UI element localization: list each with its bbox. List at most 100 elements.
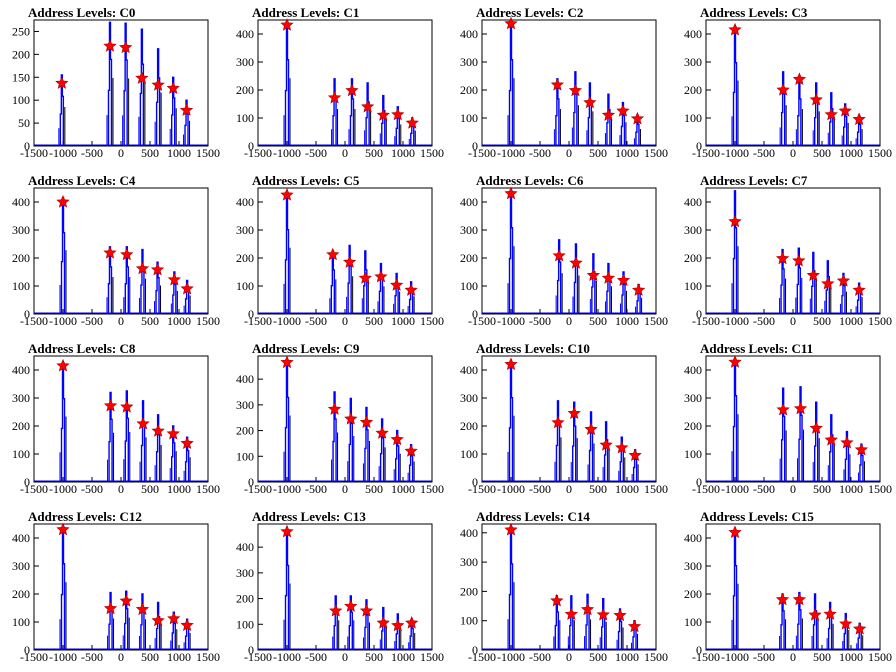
histogram-peak bbox=[508, 526, 514, 650]
chart-title: Address Levels: C10 bbox=[476, 341, 590, 356]
chart-title: Address Levels: C1 bbox=[252, 5, 359, 20]
x-tick-label: -500 bbox=[529, 146, 551, 160]
x-tick-label: -1500 bbox=[468, 482, 496, 496]
histogram-peak bbox=[140, 593, 145, 650]
x-tick-label: 1000 bbox=[839, 482, 863, 496]
histogram-peak bbox=[60, 362, 66, 482]
y-tick-label: 200 bbox=[12, 419, 30, 433]
histogram-peak bbox=[140, 248, 145, 314]
level-marker bbox=[343, 255, 357, 268]
histogram-peak bbox=[364, 406, 369, 482]
level-marker bbox=[616, 273, 631, 287]
histogram-peak bbox=[155, 601, 161, 650]
level-marker bbox=[151, 424, 165, 437]
chart-panel-14: Address Levels: C14 0 100 200 300 400 -1500 -10… bbox=[460, 509, 668, 664]
level-marker bbox=[840, 435, 854, 449]
histogram-peak bbox=[555, 400, 561, 482]
x-tick-label: -500 bbox=[305, 146, 327, 160]
histogram-peak bbox=[606, 262, 611, 314]
x-tick-label: 1500 bbox=[868, 650, 892, 664]
level-marker bbox=[823, 607, 837, 620]
level-marker bbox=[280, 188, 294, 201]
y-tick-label: 200 bbox=[12, 251, 30, 265]
chart-title: Address Levels: C11 bbox=[700, 341, 813, 356]
x-tick-label: 1000 bbox=[167, 314, 191, 328]
level-marker bbox=[775, 251, 790, 265]
x-tick-label: -1500 bbox=[692, 314, 720, 328]
histogram-peak bbox=[124, 590, 129, 650]
x-tick-label: 1000 bbox=[615, 650, 639, 664]
level-marker bbox=[584, 422, 598, 436]
chart-panel-4: Address Levels: C4 0 100 200 300 400 -1500 -100… bbox=[12, 173, 220, 328]
x-tick-label: 0 bbox=[790, 482, 796, 496]
level-marker bbox=[405, 116, 419, 129]
x-tick-label: -500 bbox=[81, 314, 103, 328]
histogram-peak bbox=[780, 387, 786, 482]
level-marker bbox=[344, 599, 358, 612]
y-tick-label: 100 bbox=[12, 279, 30, 293]
x-tick-label: -500 bbox=[529, 650, 551, 664]
level-marker bbox=[376, 108, 390, 121]
histogram-peak bbox=[556, 239, 562, 314]
x-tick-label: -500 bbox=[81, 146, 103, 160]
histogram-peak bbox=[140, 400, 146, 482]
x-tick-label: 1000 bbox=[391, 650, 415, 664]
x-tick-label: -500 bbox=[753, 314, 775, 328]
level-marker bbox=[630, 111, 645, 125]
level-marker bbox=[404, 283, 418, 296]
histogram-peak bbox=[348, 397, 353, 482]
histogram-peak bbox=[107, 21, 113, 146]
x-tick-label: -500 bbox=[753, 650, 775, 664]
x-tick-label: -1500 bbox=[20, 314, 48, 328]
level-marker bbox=[135, 71, 149, 84]
histogram-peak bbox=[363, 250, 368, 314]
chart-title: Address Levels: C8 bbox=[28, 341, 136, 356]
y-tick-label: 200 bbox=[684, 587, 702, 601]
x-tick-label: -1000 bbox=[273, 146, 301, 160]
level-marker bbox=[376, 616, 390, 629]
chart-title: Address Levels: C3 bbox=[700, 5, 808, 20]
histogram-peak bbox=[780, 248, 785, 314]
level-marker bbox=[167, 272, 181, 286]
level-marker bbox=[120, 247, 134, 261]
y-tick-label: 400 bbox=[684, 363, 702, 377]
x-tick-label: 1000 bbox=[839, 314, 863, 328]
x-tick-label: -500 bbox=[753, 146, 775, 160]
histogram-peak bbox=[621, 271, 626, 314]
histogram-peak bbox=[732, 26, 738, 146]
level-marker bbox=[135, 261, 150, 275]
x-tick-label: 500 bbox=[365, 146, 383, 160]
histogram-peak bbox=[60, 197, 66, 314]
x-tick-label: -1000 bbox=[721, 146, 749, 160]
x-tick-label: 1000 bbox=[839, 146, 863, 160]
histogram-peak bbox=[108, 391, 113, 482]
chart-title: Address Levels: C5 bbox=[252, 173, 360, 188]
x-tick-label: 1500 bbox=[420, 314, 444, 328]
histogram-peak bbox=[620, 101, 626, 146]
histogram-peak bbox=[829, 414, 834, 482]
level-marker bbox=[550, 593, 564, 607]
level-marker bbox=[552, 248, 566, 262]
chart-panel-9: Address Levels: C9 0 100 200 300 400 -1500 -100… bbox=[236, 341, 444, 496]
level-marker bbox=[404, 444, 418, 457]
x-tick-label: 1000 bbox=[391, 146, 415, 160]
y-tick-label: 400 bbox=[684, 27, 702, 41]
y-tick-label: 100 bbox=[236, 449, 254, 463]
level-marker bbox=[135, 602, 150, 616]
histogram-peak bbox=[60, 526, 66, 650]
x-tick-label: -1000 bbox=[721, 650, 749, 664]
chart-panel-1: Address Levels: C1 0 100 200 300 400 -1500 -100… bbox=[236, 5, 444, 160]
level-marker bbox=[809, 92, 823, 106]
y-tick-label: 250 bbox=[12, 24, 30, 38]
level-marker bbox=[55, 76, 69, 89]
histogram-peak bbox=[349, 78, 355, 146]
x-tick-label: -1000 bbox=[273, 314, 301, 328]
y-tick-label: 0 bbox=[696, 475, 702, 489]
x-tick-label: 500 bbox=[365, 650, 383, 664]
level-marker bbox=[150, 262, 165, 276]
chart-panel-7: Address Levels: C7 0 100 200 300 400 -1500 -100… bbox=[684, 173, 892, 328]
histogram-peak bbox=[171, 76, 176, 146]
level-marker bbox=[327, 90, 342, 104]
chart-title: Address Levels: C12 bbox=[28, 509, 142, 524]
chart-title: Address Levels: C14 bbox=[476, 509, 590, 524]
